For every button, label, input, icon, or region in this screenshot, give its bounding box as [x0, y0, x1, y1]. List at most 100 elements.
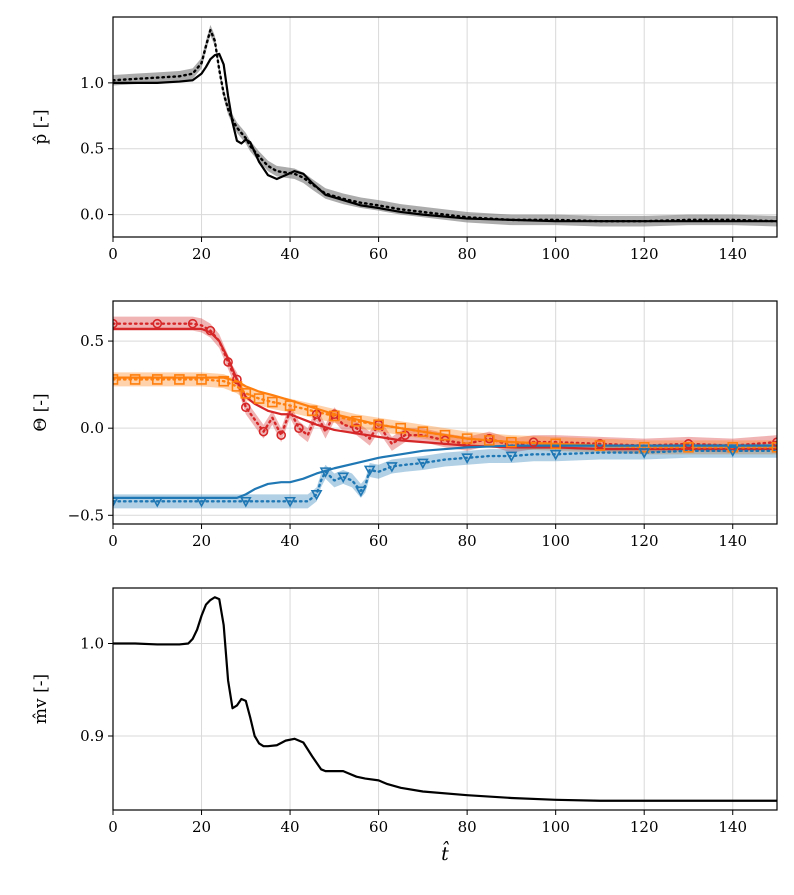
orange-measurement-point	[129, 374, 141, 385]
axes-frame	[112, 16, 778, 238]
blue-measurement-point	[726, 446, 739, 457]
blue-measurement-point	[310, 489, 323, 501]
theta-panel: 0 20 40 60 80 100 120 140 −0.5 0.0 0.5 Θ [-]	[31, 300, 778, 550]
y-tick-label: 1.0	[80, 74, 104, 92]
orange-measurement-point	[550, 438, 561, 450]
x-tick-label: 40	[281, 818, 300, 836]
y-tick-label: 0.5	[80, 140, 104, 158]
x-tick-label: 80	[458, 532, 477, 550]
x-tick-label: 0	[108, 245, 118, 263]
red-measurement-point	[232, 374, 242, 385]
x-tick-label: 20	[192, 818, 211, 836]
blue-model-line	[113, 444, 777, 499]
blue-measurement-point	[113, 496, 119, 508]
x-tick-label: 40	[281, 532, 300, 550]
x-tick-label: 0	[108, 818, 118, 836]
y-tick-label: 0.0	[80, 419, 104, 437]
orange-measurement-point	[113, 374, 119, 385]
blue-measurement-point	[638, 448, 651, 459]
x-tick-label: 80	[458, 245, 477, 263]
red-measurement-point	[187, 318, 198, 329]
red-measurement-point	[276, 430, 287, 440]
orange-measurement-point	[196, 374, 207, 385]
red-measurement-point	[113, 318, 118, 329]
blue-measurement-point	[417, 458, 429, 470]
red-model-line	[113, 327, 777, 451]
y-tick-label: 1.0	[80, 635, 104, 653]
orange-measurement-point	[329, 410, 340, 422]
blue-measurement-point	[337, 472, 350, 484]
x-tick-label: 140	[718, 532, 747, 550]
red-measurement-point	[152, 318, 163, 329]
measurement-uncertainty-band	[113, 24, 777, 227]
orange-measurement-uncertainty-band	[113, 372, 777, 455]
orange-measurement-point	[284, 400, 296, 411]
blue-measurement-point	[151, 496, 164, 508]
x-tick-label: 60	[369, 818, 388, 836]
x-tick-label: 0	[108, 532, 118, 550]
x-tick-label: 140	[718, 245, 747, 263]
red-measurement-point	[351, 423, 362, 433]
y-axis-label: Θ [-]	[31, 393, 51, 431]
x-tick-label: 100	[541, 532, 570, 550]
blue-measurement-point	[505, 451, 518, 463]
x-tick-label: 60	[369, 532, 388, 550]
plot-area	[113, 316, 777, 509]
orange-measurement-point	[395, 422, 407, 434]
orange-measurement-point	[483, 435, 495, 446]
blue-measurement-point	[549, 449, 562, 461]
pressure-panel: 0 20 40 60 80 100 120 140 0.0 0.5 1.0 p̂ [-]	[31, 16, 778, 263]
red-measurement-point	[241, 402, 251, 413]
orange-measurement-point	[506, 436, 517, 448]
orange-measurement-point	[373, 419, 384, 430]
x-tick-label: 80	[458, 818, 477, 836]
x-tick-label: 100	[541, 245, 570, 263]
red-measurement-point	[294, 423, 304, 433]
x-tick-label: 20	[192, 532, 211, 550]
orange-measurement-point	[253, 393, 265, 404]
orange-measurement-point	[240, 388, 252, 399]
blue-measurement-point	[239, 496, 252, 508]
blue-measurement-point	[363, 465, 376, 477]
x-tick-label: 40	[281, 245, 300, 263]
orange-measurement-point	[267, 396, 278, 408]
x-tick-label: 120	[630, 818, 659, 836]
blue-measurement-point	[355, 486, 367, 498]
red-measurement-point	[223, 357, 233, 367]
measurement-line	[113, 28, 777, 223]
orange-measurement-point	[218, 375, 229, 387]
orange-measurement-point	[683, 442, 694, 453]
blue-measurement-point	[386, 462, 398, 473]
mass-flow-panel: 0 20 40 60 80 100 120 140 0.9 1.0 m̂v [-] t̂	[31, 587, 778, 865]
x-tick-label: 100	[541, 818, 570, 836]
y-axis-label: m̂v [-]	[31, 674, 51, 724]
x-axis-label: t̂	[441, 840, 449, 865]
plot-area	[113, 596, 777, 802]
axes-frame	[112, 587, 778, 811]
y-tick-label: 0.9	[80, 727, 104, 745]
y-axis-label: p̂ [-]	[31, 109, 51, 144]
blue-measurement-point	[319, 467, 332, 478]
red-measurement-point	[258, 426, 269, 437]
red-measurement-point	[528, 437, 539, 447]
x-tick-label: 60	[369, 245, 388, 263]
orange-measurement-point	[174, 374, 185, 385]
orange-measurement-point	[594, 440, 606, 451]
mass-flow-line	[113, 596, 777, 802]
orange-measurement-point	[417, 426, 429, 437]
y-tick-label: 0.0	[80, 206, 104, 224]
blue-measurement-point	[461, 453, 473, 464]
x-tick-label: 120	[630, 532, 659, 550]
orange-measurement-point	[771, 442, 777, 453]
blue-measurement-line	[113, 449, 777, 503]
red-measurement-point	[205, 325, 216, 336]
axes-frame	[112, 300, 778, 525]
x-tick-label: 120	[630, 245, 659, 263]
blue-measurement-point	[284, 496, 296, 508]
orange-measurement-point	[306, 405, 318, 417]
orange-measurement-point	[439, 429, 451, 441]
model-line	[113, 52, 777, 223]
orange-measurement-point	[461, 433, 473, 444]
x-tick-label: 20	[192, 245, 211, 263]
